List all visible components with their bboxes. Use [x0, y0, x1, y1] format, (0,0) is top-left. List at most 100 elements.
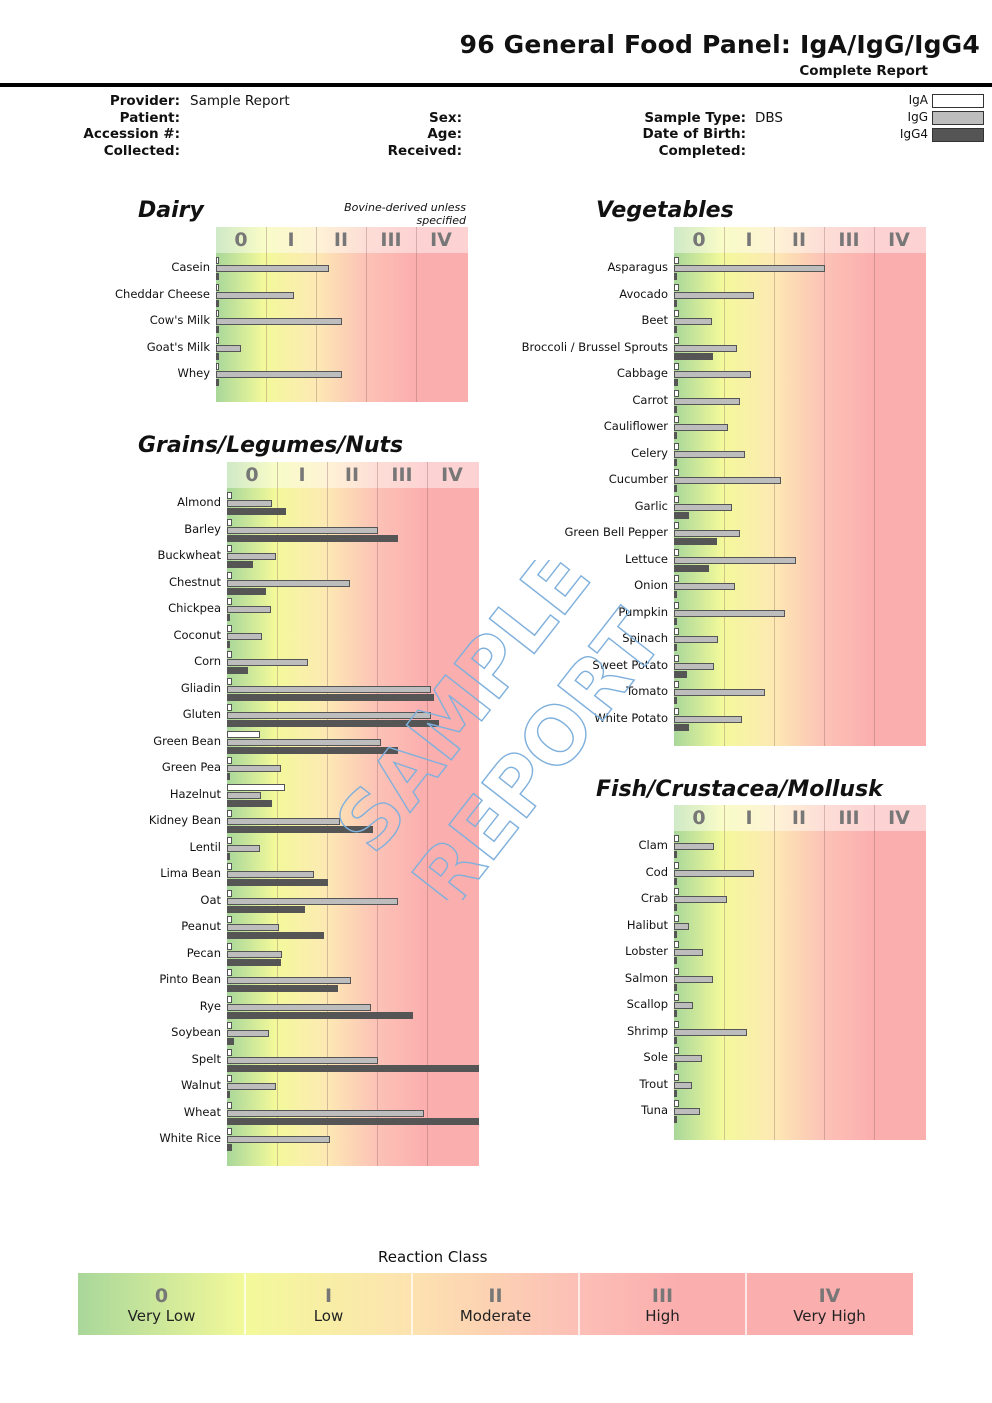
igg4-bar-beet [674, 326, 677, 333]
igg-bar-cow-s-milk [216, 318, 342, 325]
igg-bar-spelt [227, 1056, 379, 1064]
igg4-bar-avocado [674, 299, 677, 307]
igg4-bar-buckwheat [227, 561, 254, 568]
igg-bar-casein [216, 265, 330, 272]
class-tick-label: I [298, 464, 306, 486]
class-tick-label: IV [430, 229, 452, 251]
class-tick-label: 0 [234, 229, 248, 251]
igg4-bar-lobster [674, 957, 677, 964]
reaction-class-0-num: 0 [154, 1285, 169, 1307]
class-tick-label: I [745, 807, 753, 829]
iga-bar-soybean [227, 1022, 233, 1029]
accession-label: Accession #: [83, 126, 180, 142]
food-label-cauliflower: Cauliflower [603, 419, 668, 433]
igg-bar-soybean [227, 1030, 270, 1037]
igg4-bar-green-pea [227, 773, 230, 780]
igg4-bar-walnut [227, 1091, 230, 1098]
iga-bar-clam [674, 835, 680, 842]
class-tick-label: IV [888, 807, 910, 829]
food-label-white-rice: White Rice [159, 1131, 221, 1145]
food-label-pumpkin: Pumpkin [618, 604, 668, 619]
iga-bar-lobster [674, 941, 680, 948]
class-tick-label: III [838, 229, 860, 251]
iga-bar-green-bell-pepper [674, 522, 680, 529]
food-label-whey: Whey [177, 366, 210, 380]
igg4-bar-pecan [227, 958, 282, 966]
food-label-cod: Cod [645, 864, 668, 879]
class-tick-label: II [791, 807, 807, 829]
food-label-asparagus: Asparagus [607, 260, 668, 274]
igg4-bar-casein [216, 273, 219, 280]
class-gridline [724, 227, 725, 746]
igg-bar-sweet-potato [674, 662, 715, 670]
class-header [216, 227, 468, 253]
igg-bar-cod [674, 869, 754, 877]
igg-bar-carrot [674, 397, 740, 405]
food-label-onion: Onion [634, 578, 668, 592]
class-gridline [427, 462, 428, 1166]
iga-bar-walnut [227, 1075, 233, 1082]
iga-bar-coconut [227, 624, 233, 632]
vegetables-title: Vegetables [596, 198, 734, 223]
igg-bar-lentil [227, 844, 260, 852]
igg-bar-rye [227, 1003, 371, 1011]
class-tick-label: I [287, 229, 295, 251]
food-label-avocado: Avocado [619, 286, 668, 301]
igg4-bar-corn [227, 667, 249, 674]
provider-value: Sample Report [190, 93, 290, 109]
igg4-bar-peanut [227, 932, 324, 939]
igg4-bar-goat-s-milk [216, 352, 219, 360]
collected-label: Collected: [103, 143, 180, 159]
food-label-gliadin: Gliadin [180, 680, 221, 695]
food-label-walnut: Walnut [181, 1078, 221, 1092]
igg4-bar-broccoli-brussel-sprouts [674, 352, 714, 360]
class-gridline [316, 227, 317, 402]
igg-bar-gluten [227, 712, 432, 719]
dairy-chart: 0 I II III IV Casein Cheddar Cheese Cow's Milk G… [115, 227, 468, 402]
class-tick-label: III [838, 807, 860, 829]
food-label-cow-s-milk: Cow's Milk [149, 313, 210, 327]
igg4-bar-tuna [674, 1116, 677, 1123]
igg-bar-scallop [674, 1002, 694, 1009]
class-tick-label: III [391, 464, 413, 486]
iga-bar-garlic [674, 495, 680, 503]
igg4-bar-green-bell-pepper [674, 538, 717, 545]
chart-background [674, 227, 926, 746]
legend-iga-label: IgA [908, 93, 928, 107]
sample-type-label: Sample Type: [644, 110, 746, 126]
iga-bar-cow-s-milk [216, 310, 219, 317]
iga-bar-lettuce [674, 548, 680, 556]
igg-bar-halibut [674, 922, 690, 930]
igg-bar-goat-s-milk [216, 344, 242, 352]
igg-bar-tomato [674, 689, 765, 696]
reaction-class-3-name: High [645, 1307, 680, 1325]
iga-bar-spinach [674, 628, 680, 635]
food-label-white-potato: White Potato [594, 710, 668, 725]
reaction-class-0-name: Very Low [127, 1307, 196, 1325]
food-label-kidney-bean: Kidney Bean [148, 813, 221, 827]
class-gridline [724, 805, 725, 1140]
class-gridline [377, 462, 378, 1166]
vegetables-chart: 0 I II III IV Asparagus Avocado Beet Broccoli / … [522, 227, 926, 746]
igg4-bar-white-potato [674, 723, 690, 731]
food-label-pecan: Pecan [186, 945, 221, 960]
iga-bar-celery [674, 442, 680, 450]
patient-label: Patient: [119, 110, 180, 126]
iga-bar-carrot [674, 389, 680, 397]
igg-bar-salmon [674, 975, 713, 983]
food-label-goat-s-milk: Goat's Milk [146, 339, 210, 354]
igg-bar-hazelnut [227, 791, 261, 799]
reaction-class-1: I Low [245, 1273, 412, 1335]
class-gridline [366, 227, 367, 402]
igg-bar-beet [674, 318, 712, 325]
iga-bar-cauliflower [674, 416, 680, 423]
reaction-class-4-name: Very High [793, 1307, 866, 1325]
class-gridline [824, 227, 825, 746]
igg4-bar-soybean [227, 1038, 234, 1045]
food-label-coconut: Coconut [173, 627, 221, 642]
igg4-bar-lentil [227, 852, 230, 860]
igg-bar-buckwheat [227, 553, 276, 560]
igg4-bar-spelt [227, 1064, 479, 1072]
igg-bar-walnut [227, 1083, 276, 1090]
igg4-bar-crab [674, 904, 677, 911]
